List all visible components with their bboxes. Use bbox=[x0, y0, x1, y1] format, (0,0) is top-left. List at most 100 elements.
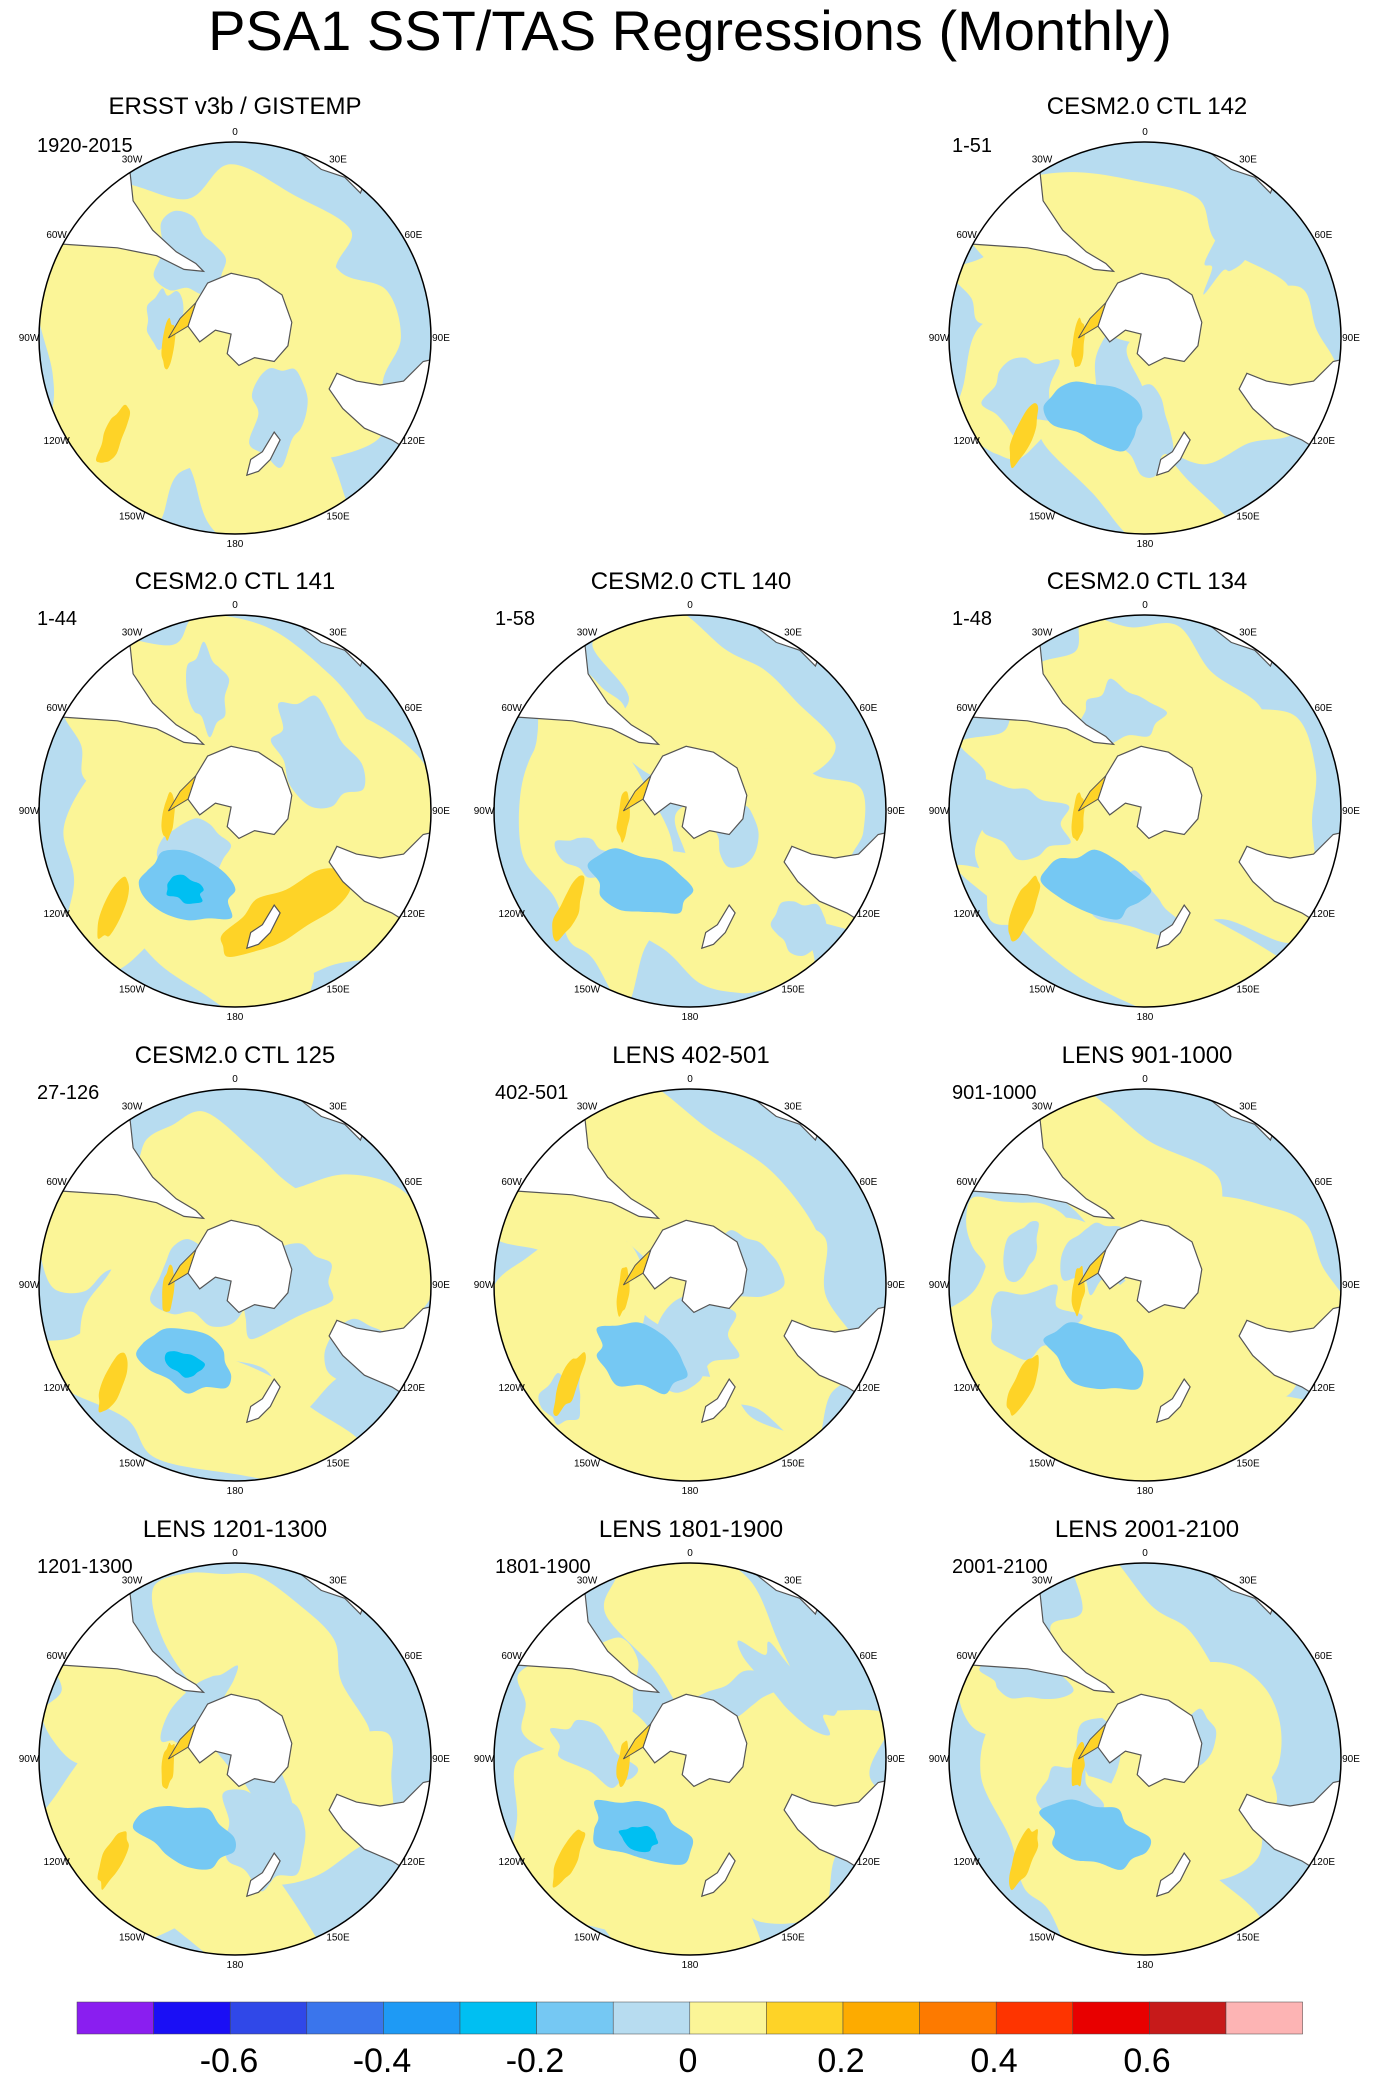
longitude-label: 180 bbox=[1137, 1486, 1154, 1497]
colorbar-segment bbox=[306, 2001, 384, 2035]
positive-anomaly-core bbox=[616, 1740, 630, 1787]
longitude-label: 30W bbox=[122, 1102, 143, 1113]
longitude-label: 180 bbox=[227, 1486, 244, 1497]
longitude-label: 30W bbox=[122, 155, 143, 166]
longitude-label: 150E bbox=[1236, 1932, 1260, 1943]
period-label: 402-501 bbox=[495, 1082, 569, 1104]
peninsula-anomaly bbox=[1077, 775, 1107, 812]
colorbar-segment bbox=[153, 2001, 231, 2035]
longitude-label: 90E bbox=[432, 1280, 450, 1291]
new-zealand-land bbox=[700, 1378, 736, 1424]
longitude-label: 0 bbox=[687, 1074, 693, 1085]
positive-anomaly-core bbox=[553, 1352, 586, 1417]
antarctica-land bbox=[1097, 272, 1203, 367]
longitude-label: 180 bbox=[682, 1486, 699, 1497]
longitude-label: 30W bbox=[1032, 1102, 1053, 1113]
longitude-label: 150W bbox=[1029, 1458, 1056, 1469]
new-zealand-land bbox=[1155, 1378, 1191, 1424]
colorbar-segment bbox=[536, 2001, 614, 2035]
negative-anomaly-region bbox=[1080, 678, 1168, 745]
longitude-label: 90W bbox=[474, 1754, 495, 1765]
longitude-label: 90W bbox=[19, 806, 40, 817]
positive-anomaly-region bbox=[101, 865, 323, 1007]
colorbar-tick-label: -0.6 bbox=[199, 2042, 259, 2080]
longitude-label: 60E bbox=[860, 1177, 878, 1188]
longitude-label: 120W bbox=[954, 1383, 981, 1394]
longitude-label: 30E bbox=[784, 1576, 802, 1587]
period-label: 1-48 bbox=[952, 608, 993, 630]
longitude-label: 90E bbox=[432, 1754, 450, 1765]
longitude-label: 30W bbox=[122, 628, 143, 639]
positive-anomaly-core bbox=[162, 1264, 175, 1312]
negative-anomaly-core bbox=[1043, 1322, 1144, 1390]
polar-map bbox=[949, 615, 1341, 1007]
longitude-label: 120E bbox=[1312, 909, 1336, 920]
longitude-label: 0 bbox=[232, 600, 238, 611]
negative-anomaly-region bbox=[186, 641, 230, 738]
longitude-label: 30E bbox=[329, 1102, 347, 1113]
longitude-label: 120W bbox=[44, 909, 71, 920]
positive-anomaly-region bbox=[956, 864, 1340, 1007]
new-zealand-land bbox=[700, 904, 736, 950]
longitude-label: 30W bbox=[577, 628, 598, 639]
antarctica-land bbox=[642, 1693, 748, 1788]
panel-title: LENS 1201-1300 bbox=[142, 1516, 328, 1543]
new-zealand-land bbox=[1155, 1852, 1191, 1898]
colorbar-tick-label: 0 bbox=[678, 2042, 698, 2080]
longitude-label: 120E bbox=[402, 1383, 426, 1394]
longitude-label: 60W bbox=[956, 1177, 977, 1188]
panel-title: LENS 402-501 bbox=[612, 1042, 770, 1069]
positive-anomaly-core bbox=[161, 317, 176, 370]
longitude-label: 60E bbox=[860, 1651, 878, 1662]
longitude-label: 150W bbox=[119, 984, 146, 995]
longitude-label: 30W bbox=[1032, 155, 1053, 166]
peninsula-anomaly bbox=[622, 1249, 652, 1286]
negative-anomaly-region bbox=[1203, 188, 1273, 295]
period-label: 1920-2015 bbox=[37, 135, 133, 157]
longitude-label: 30E bbox=[784, 1102, 802, 1113]
new-zealand-land bbox=[1155, 431, 1191, 477]
longitude-label: 90W bbox=[474, 806, 495, 817]
peninsula-anomaly bbox=[167, 1249, 197, 1286]
positive-anomaly-region bbox=[42, 1647, 195, 1777]
longitude-label: 120E bbox=[402, 1857, 426, 1868]
longitude-label: 150W bbox=[574, 1932, 601, 1943]
new-zealand-land bbox=[1155, 904, 1191, 950]
longitude-label: 30W bbox=[577, 1576, 598, 1587]
map-rim bbox=[38, 141, 432, 535]
antarctica-land bbox=[187, 745, 293, 840]
polar-map bbox=[494, 1089, 886, 1481]
panel-title: LENS 901-1000 bbox=[1061, 1042, 1233, 1069]
period-label: 1-58 bbox=[495, 608, 536, 630]
longitude-label: 150W bbox=[1029, 1932, 1056, 1943]
negative-anomaly-region bbox=[981, 357, 1060, 439]
longitude-label: 30E bbox=[1239, 1102, 1257, 1113]
colorbar-tick-label: 0.6 bbox=[1123, 2042, 1171, 2080]
longitude-label: 30W bbox=[1032, 628, 1053, 639]
longitude-label: 150E bbox=[326, 511, 350, 522]
longitude-label: 120W bbox=[954, 909, 981, 920]
negative-anomaly-region bbox=[549, 1719, 639, 1789]
longitude-label: 60E bbox=[405, 230, 423, 241]
longitude-label: 120W bbox=[499, 1383, 526, 1394]
longitude-label: 30E bbox=[784, 628, 802, 639]
longitude-label: 120E bbox=[857, 1857, 881, 1868]
peninsula-anomaly bbox=[167, 302, 197, 339]
longitude-label: 60E bbox=[405, 1651, 423, 1662]
panel-title: CESM2.0 CTL 134 bbox=[1046, 568, 1248, 595]
peninsula-anomaly bbox=[1077, 1249, 1107, 1286]
longitude-label: 0 bbox=[687, 600, 693, 611]
negative-anomaly-region bbox=[249, 368, 308, 468]
longitude-label: 150W bbox=[119, 511, 146, 522]
negative-anomaly-core bbox=[164, 1351, 205, 1378]
longitude-label: 150E bbox=[781, 1458, 805, 1469]
antarctica-land bbox=[642, 1219, 748, 1314]
colorbar-tick-label: 0.4 bbox=[970, 2042, 1018, 2080]
negative-anomaly-core bbox=[1039, 1799, 1152, 1870]
longitude-label: 60W bbox=[46, 703, 67, 714]
longitude-label: 30E bbox=[329, 628, 347, 639]
period-label: 1201-1300 bbox=[37, 1556, 133, 1578]
colorbar-segment bbox=[383, 2001, 461, 2035]
positive-anomaly-core bbox=[1006, 1354, 1039, 1416]
